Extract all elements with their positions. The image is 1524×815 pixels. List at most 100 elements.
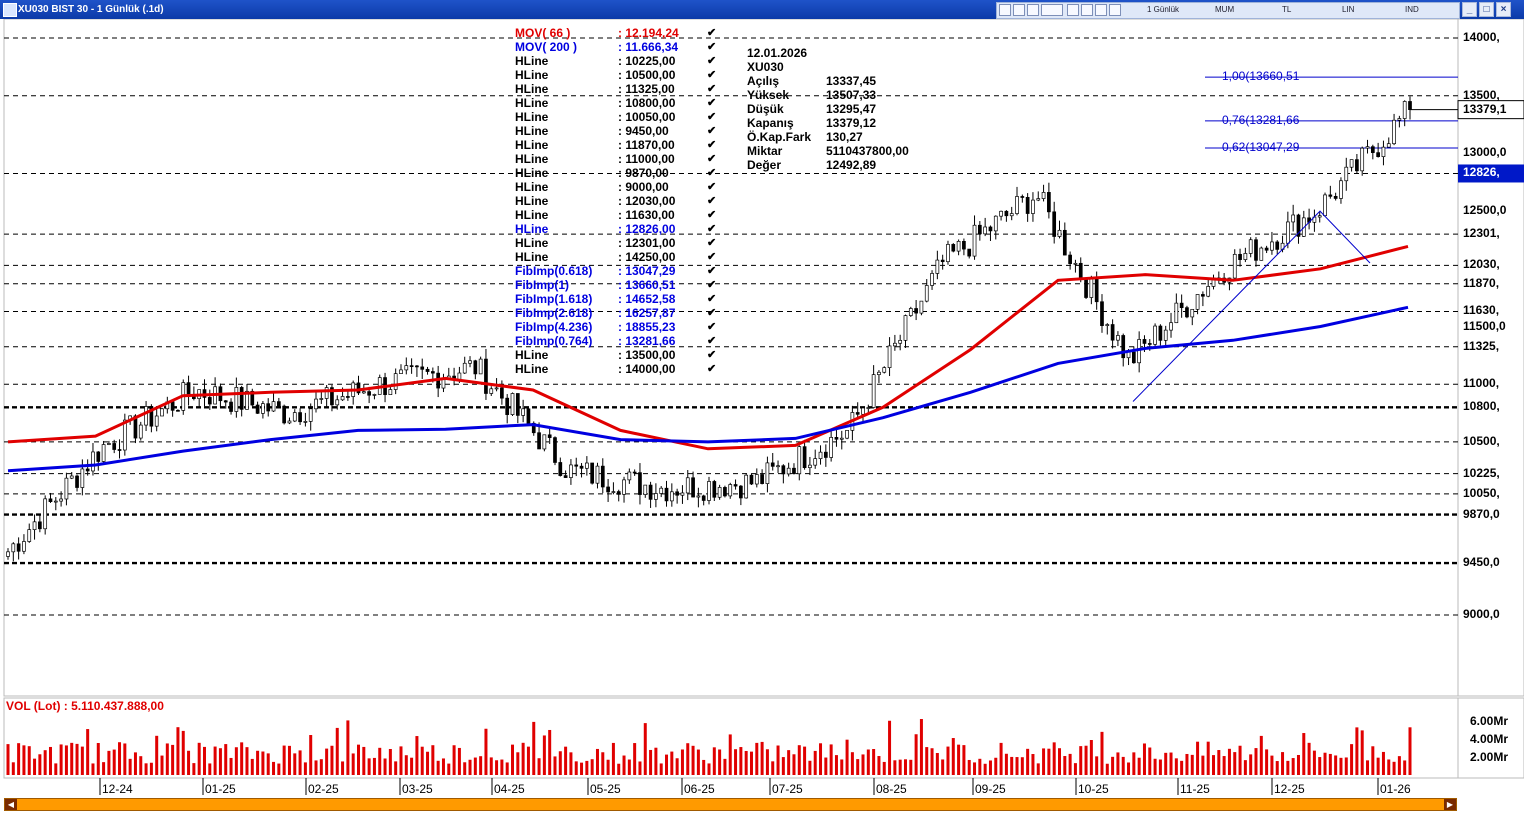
volume-bar	[1334, 755, 1338, 775]
candle-body	[1232, 253, 1237, 279]
compare-icon[interactable]	[1095, 4, 1107, 16]
candle-body	[1355, 159, 1359, 172]
volume-bar	[394, 761, 398, 775]
chart-type-selector[interactable]: MUM	[1215, 5, 1235, 14]
checkmark-icon[interactable]: ✔	[707, 293, 717, 305]
volume-bar	[229, 757, 233, 775]
checkmark-icon[interactable]: ✔	[707, 125, 717, 137]
y-tick-label: 10500,	[1463, 433, 1500, 448]
checkmark-icon[interactable]: ✔	[707, 167, 717, 179]
chart-settings-icon[interactable]	[999, 4, 1011, 16]
checkmark-icon[interactable]: ✔	[707, 279, 717, 291]
x-tick-label: 01-25	[205, 782, 236, 796]
volume-tick-label: 4.00Mr	[1470, 732, 1509, 746]
checkmark-icon[interactable]: ✔	[707, 55, 717, 67]
grid-icon[interactable]	[1081, 4, 1093, 16]
candle-body	[988, 226, 993, 232]
volume-bar	[325, 748, 329, 775]
volume-bar	[59, 744, 63, 775]
volume-bar	[1397, 756, 1401, 775]
checkmark-icon[interactable]: ✔	[707, 27, 717, 39]
color-icon[interactable]	[1109, 4, 1121, 16]
checkmark-icon[interactable]: ✔	[707, 335, 717, 347]
checkmark-icon[interactable]: ✔	[707, 97, 717, 109]
scroll-right-icon[interactable]: ▶	[1444, 799, 1456, 810]
zoom-icon[interactable]	[1067, 4, 1079, 16]
volume-bar	[580, 762, 584, 775]
candle-body	[1131, 351, 1136, 364]
checkmark-icon[interactable]: ✔	[707, 265, 717, 277]
close-button[interactable]: ×	[1496, 2, 1511, 17]
volume-bar	[341, 761, 345, 775]
legend-name: HLine	[515, 96, 549, 110]
candle-body	[553, 437, 557, 463]
volume-bar	[1366, 760, 1370, 775]
chart-toolbar: 1 Günlük MUM TL LIN IND	[996, 2, 1460, 19]
checkmark-icon[interactable]: ✔	[707, 69, 717, 81]
horizontal-scrollbar[interactable]: ◀ ▶	[4, 798, 1457, 811]
draw-icon[interactable]	[1013, 4, 1025, 16]
checkmark-icon[interactable]: ✔	[707, 139, 717, 151]
candle-body	[393, 373, 398, 390]
legend-value: : 14000,00	[618, 362, 676, 376]
checkmark-icon[interactable]: ✔	[707, 251, 717, 263]
checkmark-icon[interactable]: ✔	[707, 111, 717, 123]
candle-body	[802, 446, 807, 469]
volume-bar	[224, 744, 228, 775]
volume-bar	[500, 759, 504, 775]
candle-body	[154, 415, 159, 427]
volume-bar	[819, 743, 823, 775]
checkmark-icon[interactable]: ✔	[707, 223, 717, 235]
index-selector[interactable]: IND	[1405, 5, 1419, 14]
checkmark-icon[interactable]: ✔	[707, 195, 717, 207]
volume-bar	[1111, 756, 1115, 775]
volume-bar	[845, 739, 849, 775]
checkmark-icon[interactable]: ✔	[707, 237, 717, 249]
candle-body	[64, 477, 69, 500]
checkmark-icon[interactable]: ✔	[707, 321, 717, 333]
checkmark-icon[interactable]: ✔	[707, 209, 717, 221]
checkmark-icon[interactable]: ✔	[707, 363, 717, 375]
volume-bar	[1318, 757, 1322, 775]
candle-body	[887, 345, 892, 368]
checkmark-icon[interactable]: ✔	[707, 41, 717, 53]
candle-body	[797, 446, 802, 475]
candle-body	[643, 484, 648, 495]
candle-body	[335, 399, 340, 406]
volume-bar	[622, 755, 626, 775]
volume-bar	[749, 751, 753, 775]
candle-body	[38, 521, 42, 530]
maximize-button[interactable]: □	[1479, 2, 1494, 17]
period-selector[interactable]: 1 Günlük	[1147, 5, 1180, 14]
volume-bar	[665, 754, 669, 775]
indicator-icon[interactable]	[1041, 4, 1063, 16]
legend-value: : 16257,87	[618, 306, 676, 320]
checkmark-icon[interactable]: ✔	[707, 153, 717, 165]
scale-selector[interactable]: LIN	[1342, 5, 1355, 14]
currency-selector[interactable]: TL	[1282, 5, 1292, 14]
volume-bar	[357, 744, 360, 775]
candle-body	[956, 240, 961, 252]
legend-name: FibImp(2.618)	[515, 306, 593, 320]
volume-bar	[935, 753, 939, 775]
volume-bar	[696, 749, 700, 775]
candle-body	[999, 210, 1003, 217]
template-icon[interactable]	[1027, 4, 1039, 16]
candle-body	[314, 398, 318, 410]
price-chart[interactable]	[0, 19, 1524, 815]
checkmark-icon[interactable]: ✔	[707, 349, 717, 361]
checkmark-icon[interactable]: ✔	[707, 181, 717, 193]
volume-bar	[1360, 730, 1364, 775]
checkmark-icon[interactable]: ✔	[707, 83, 717, 95]
candle-body	[569, 464, 573, 478]
volume-bar	[1121, 756, 1125, 775]
checkmark-icon[interactable]: ✔	[707, 307, 717, 319]
info-value: 13379,12	[826, 116, 877, 130]
info-symbol: XU030	[747, 60, 784, 74]
minimize-button[interactable]: _	[1462, 2, 1477, 17]
volume-bar	[22, 745, 26, 775]
candle-body	[1190, 308, 1195, 318]
candle-body	[484, 358, 488, 394]
candle-body	[11, 543, 16, 553]
scroll-left-icon[interactable]: ◀	[5, 799, 17, 810]
